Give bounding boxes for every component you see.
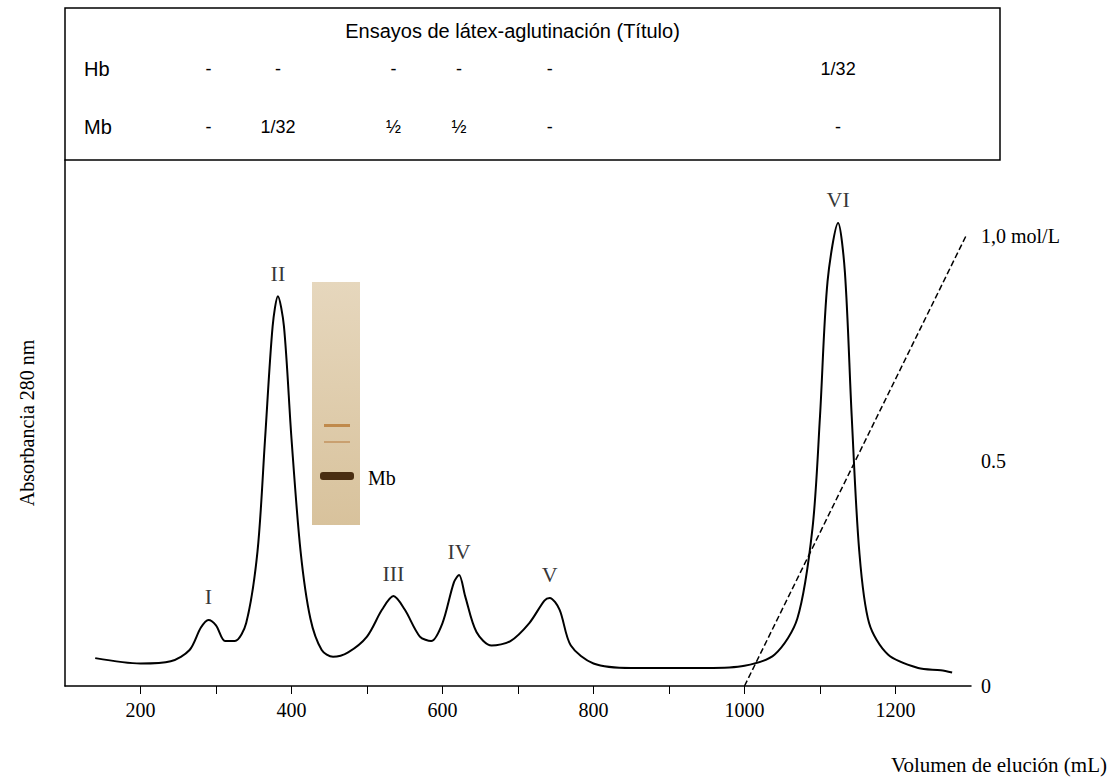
svg-text:800: 800 [579,699,609,721]
svg-text:1200: 1200 [876,699,916,721]
svg-text:-: - [390,59,396,79]
svg-text:½: ½ [386,117,401,137]
svg-text:0.5: 0.5 [981,450,1006,472]
svg-text:Mb: Mb [368,467,396,489]
svg-text:IV: IV [448,539,471,564]
svg-text:Volumen de elución (mL): Volumen de elución (mL) [891,753,1107,777]
svg-text:1000: 1000 [725,699,765,721]
svg-text:-: - [275,59,281,79]
svg-text:V: V [542,562,558,587]
svg-text:400: 400 [277,699,307,721]
svg-text:-: - [547,59,553,79]
svg-text:-: - [205,117,211,137]
svg-text:II: II [271,261,286,286]
svg-text:-: - [835,117,841,137]
svg-text:I: I [205,584,212,609]
svg-text:-: - [547,117,553,137]
svg-text:1/32: 1/32 [260,117,295,137]
svg-text:200: 200 [126,699,156,721]
svg-text:Mb: Mb [84,116,112,138]
svg-text:1,0 mol/L: 1,0 mol/L [981,225,1060,247]
svg-text:Ensayos de látex-aglutinación: Ensayos de látex-aglutinación (Título) [345,20,680,42]
svg-text:VI: VI [827,187,850,212]
svg-text:½: ½ [452,117,467,137]
svg-text:Absorbancia 280 nm: Absorbancia 280 nm [16,339,38,506]
svg-text:-: - [205,59,211,79]
svg-text:Hb: Hb [84,58,110,80]
svg-text:600: 600 [428,699,458,721]
svg-text:1/32: 1/32 [821,59,856,79]
svg-text:0: 0 [981,675,991,697]
svg-text:III: III [382,561,404,586]
svg-text:-: - [456,59,462,79]
